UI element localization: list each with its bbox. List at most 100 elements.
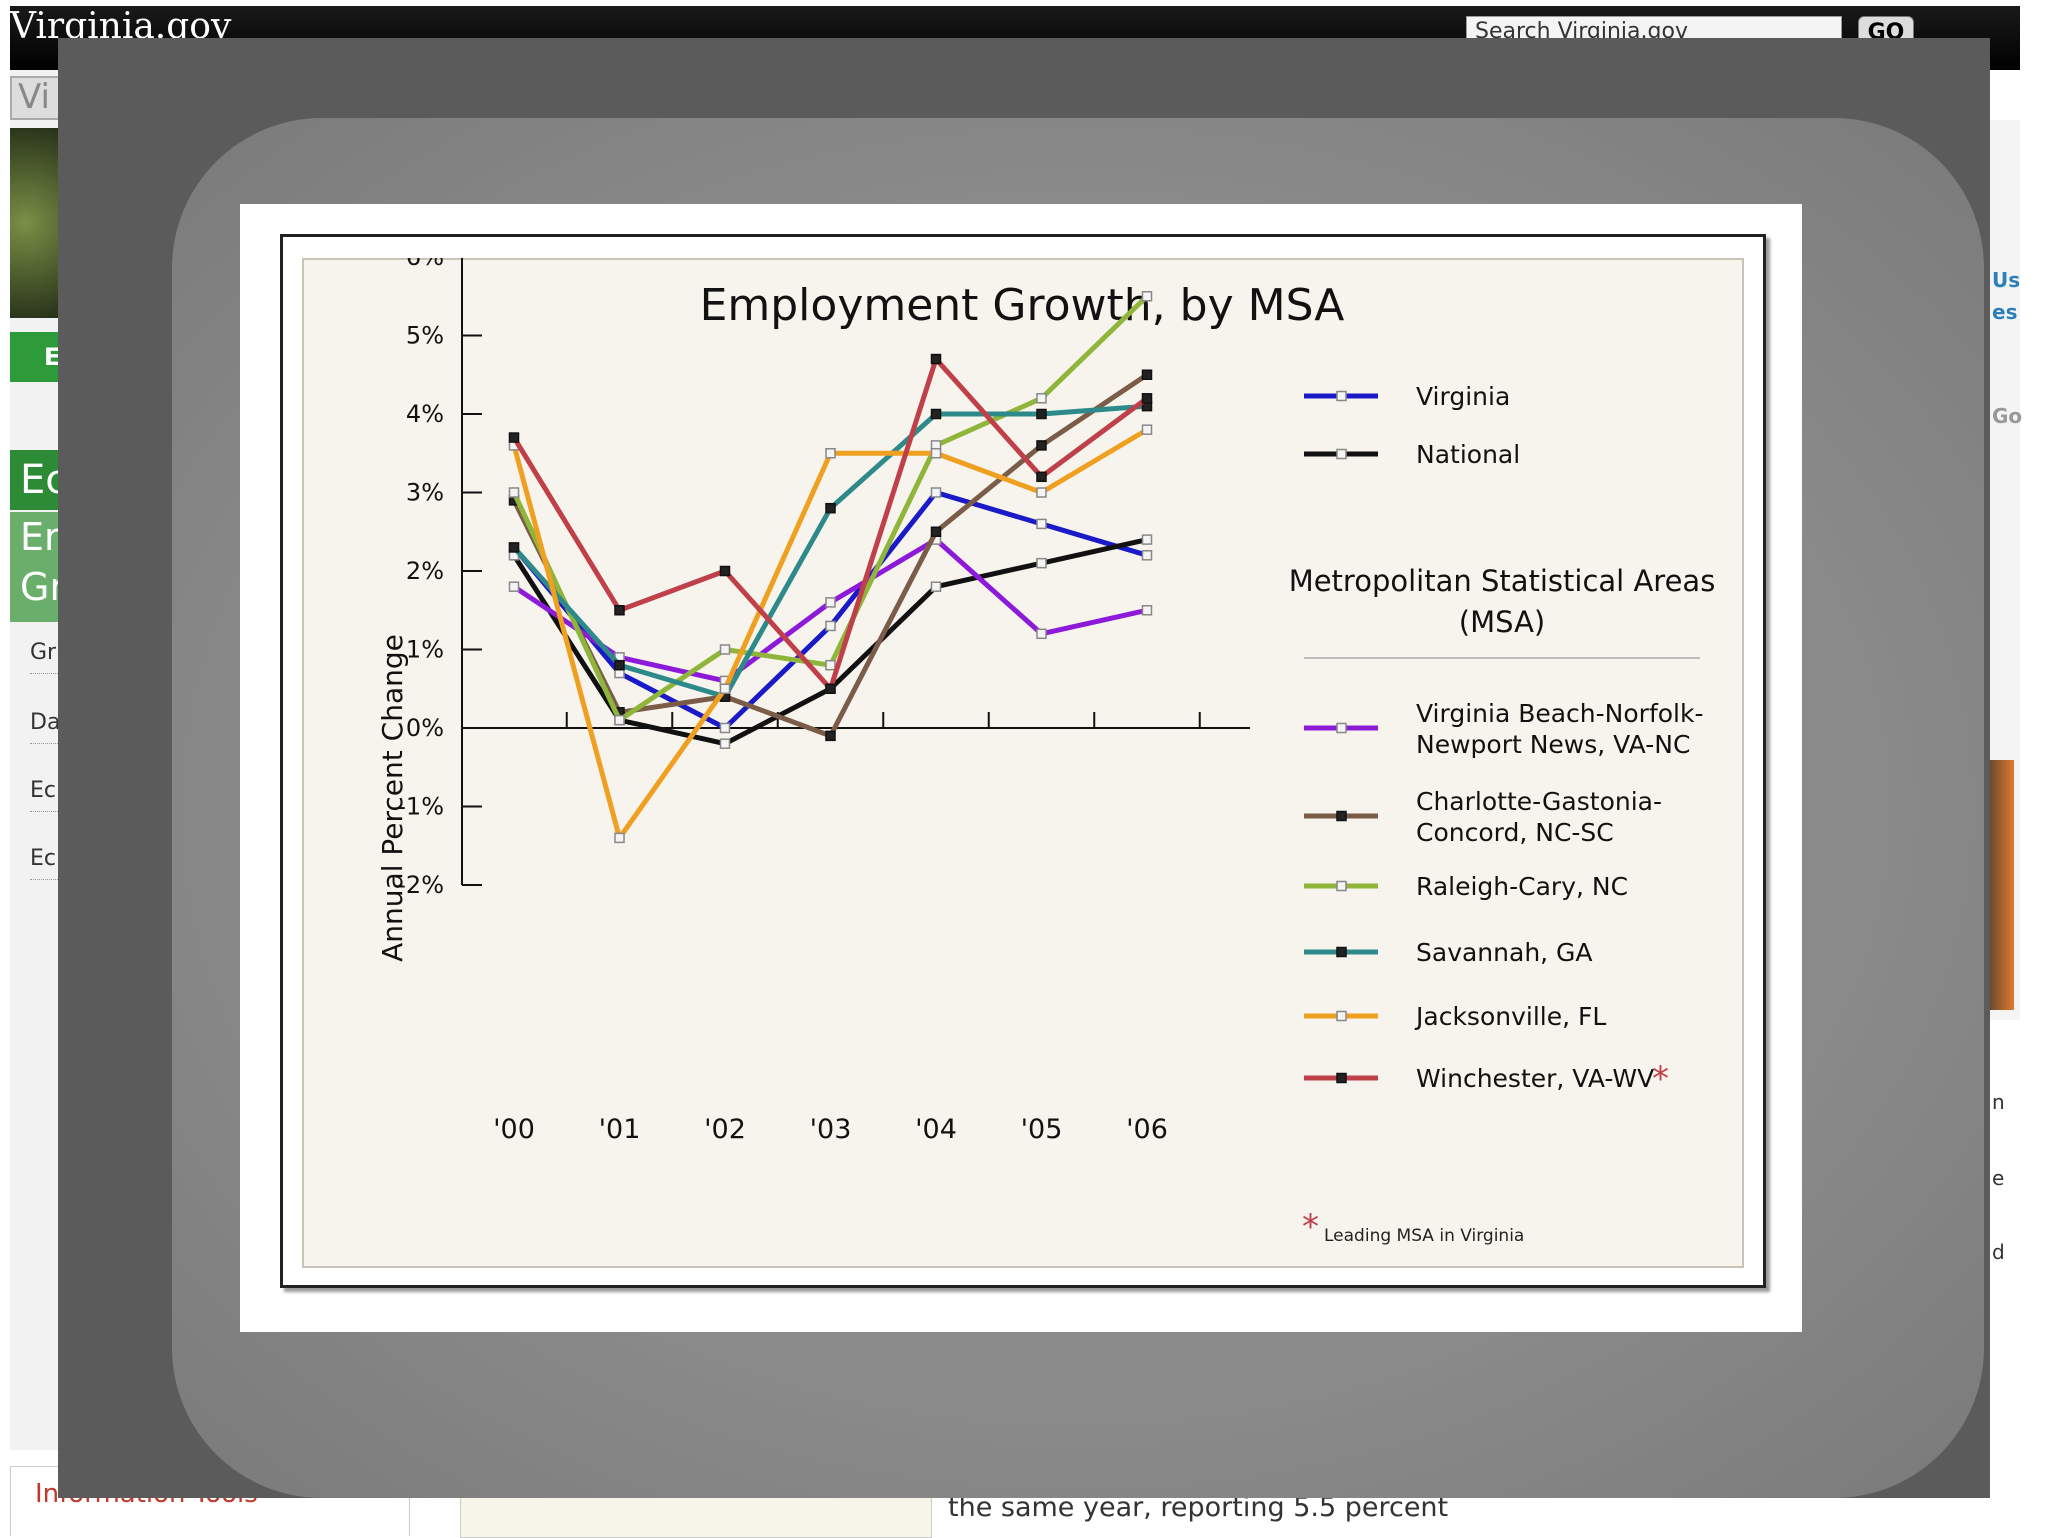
y-tick-label: 5% bbox=[406, 322, 444, 350]
series-point bbox=[508, 487, 520, 498]
series-point bbox=[825, 659, 836, 671]
left-nav-input[interactable]: Vi bbox=[10, 76, 60, 120]
series-point bbox=[1036, 408, 1047, 420]
legend-label: Raleigh-Cary, NC bbox=[1416, 872, 1628, 901]
legend-label: National bbox=[1416, 440, 1520, 469]
series-point bbox=[1036, 518, 1047, 530]
leading-marker: * bbox=[1652, 1059, 1669, 1099]
series-point bbox=[930, 526, 942, 537]
x-tick-label: '04 bbox=[915, 1114, 957, 1145]
right-go-button[interactable]: Go bbox=[1992, 404, 2023, 428]
employment-growth-chart: Employment Growth, by MSA Annual Percent… bbox=[376, 258, 1716, 1247]
series-point bbox=[719, 683, 731, 694]
legend-label: Winchester, VA-WV bbox=[1416, 1064, 1654, 1093]
series-point bbox=[825, 597, 836, 608]
footnote-marker: * bbox=[1302, 1207, 1319, 1247]
series-point bbox=[719, 644, 731, 655]
right-link[interactable]: es bbox=[1992, 300, 2018, 324]
right-link[interactable]: Us bbox=[1992, 268, 2021, 292]
series-point bbox=[1036, 471, 1047, 483]
series-point bbox=[614, 605, 625, 616]
series-point bbox=[1141, 291, 1153, 302]
y-tick-label: 0% bbox=[406, 714, 444, 742]
legend-marker bbox=[1336, 810, 1347, 822]
series-point bbox=[1036, 393, 1047, 404]
series-point bbox=[1141, 605, 1153, 616]
series-point bbox=[1036, 487, 1047, 498]
series-point bbox=[1141, 550, 1153, 561]
x-tick-label: '06 bbox=[1126, 1114, 1168, 1145]
series-point bbox=[930, 448, 942, 459]
series-point bbox=[825, 502, 836, 514]
legend-msa-header-line1: Metropolitan Statistical Areas bbox=[1289, 564, 1716, 598]
series-point bbox=[930, 581, 942, 592]
series-line bbox=[511, 356, 1149, 692]
y-tick-label: -1% bbox=[397, 793, 444, 821]
right-photo bbox=[1990, 760, 2014, 1010]
left-photo bbox=[10, 128, 60, 318]
section-subheading: Er Gr bbox=[10, 512, 60, 622]
y-tick-label: 2% bbox=[406, 557, 444, 585]
legend-label: Virginia Beach-Norfolk- bbox=[1416, 699, 1704, 728]
series-point bbox=[719, 565, 731, 577]
series-point bbox=[1036, 440, 1047, 451]
x-tick-label: '03 bbox=[810, 1114, 852, 1145]
series-point bbox=[508, 542, 520, 553]
series-point bbox=[1141, 393, 1153, 404]
series-point bbox=[508, 581, 520, 592]
right-text: e bbox=[1992, 1166, 2005, 1190]
section-heading: Ec bbox=[10, 450, 60, 510]
series-point bbox=[719, 738, 731, 749]
legend-label: Jacksonville, FL bbox=[1414, 1002, 1606, 1031]
series-point bbox=[614, 659, 625, 671]
series-point bbox=[1141, 534, 1153, 545]
series-point bbox=[825, 730, 836, 742]
x-tick-label: '05 bbox=[1021, 1114, 1063, 1145]
y-tick-label: 1% bbox=[406, 636, 444, 664]
series-point bbox=[930, 408, 942, 420]
legend-label: Charlotte-Gastonia- bbox=[1416, 787, 1662, 816]
y-axis-label: Annual Percent Change bbox=[376, 634, 409, 962]
y-tick-label: 3% bbox=[406, 479, 444, 507]
series-point bbox=[930, 487, 942, 498]
right-text: d bbox=[1992, 1240, 2005, 1264]
series-point bbox=[1036, 557, 1047, 569]
legend-marker bbox=[1336, 1072, 1347, 1084]
chart-title: Employment Growth, by MSA bbox=[700, 280, 1345, 331]
y-tick-label: 6% bbox=[406, 258, 444, 271]
legend-label: Concord, NC-SC bbox=[1416, 818, 1614, 847]
series-point bbox=[1036, 628, 1047, 640]
green-nav-button[interactable]: E bbox=[10, 332, 60, 382]
left-link[interactable]: Ec bbox=[30, 778, 60, 812]
chart-panel bbox=[302, 258, 1744, 1268]
x-tick-label: '00 bbox=[493, 1114, 535, 1145]
series-line bbox=[511, 537, 1148, 747]
left-link[interactable]: Da bbox=[30, 710, 60, 744]
series-point bbox=[719, 722, 731, 734]
x-tick-label: '01 bbox=[599, 1114, 641, 1145]
legend-marker bbox=[1336, 946, 1347, 958]
footnote: Leading MSA in Virginia bbox=[1324, 1226, 1524, 1246]
chart-axes: 6% 5% 4% 3% 2% 1% 0% -1% -2% '00 '01 '02 '03 '04 '05 '0… bbox=[397, 258, 1250, 1145]
y-tick-label: 4% bbox=[406, 400, 444, 428]
legend-label: Newport News, VA-NC bbox=[1416, 730, 1690, 759]
y-tick-label: -2% bbox=[397, 871, 444, 899]
chart-series bbox=[508, 291, 1153, 844]
legend-label: Virginia bbox=[1416, 382, 1510, 411]
series-point bbox=[614, 714, 625, 726]
right-text: n bbox=[1992, 1090, 2005, 1114]
x-tick-label: '02 bbox=[704, 1114, 746, 1145]
series-point bbox=[614, 832, 625, 844]
legend-marker bbox=[1336, 1010, 1347, 1022]
series-point bbox=[930, 353, 942, 365]
left-link[interactable]: Ec bbox=[30, 846, 60, 880]
series-point bbox=[1141, 424, 1153, 435]
series-point bbox=[825, 683, 836, 694]
legend-marker bbox=[1336, 880, 1347, 892]
series-point bbox=[825, 448, 836, 459]
legend-msa-header-line2: (MSA) bbox=[1459, 605, 1545, 639]
left-link[interactable]: Gr bbox=[30, 640, 60, 674]
series-point bbox=[508, 432, 520, 443]
legend-marker bbox=[1336, 390, 1347, 402]
series-point bbox=[1141, 369, 1153, 380]
